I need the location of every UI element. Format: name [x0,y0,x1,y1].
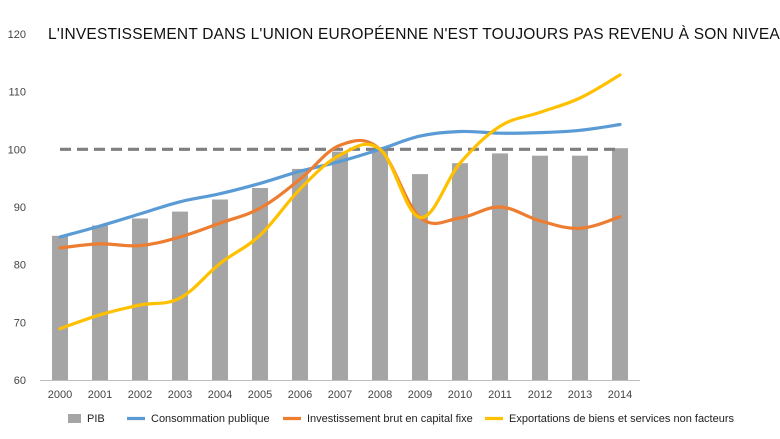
x-tick-label: 2010 [448,389,472,401]
bar-2000 [52,235,68,380]
x-tick-label: 2014 [608,389,632,401]
x-tick-label: 2012 [528,389,552,401]
x-tick-label: 2007 [328,389,352,401]
x-tick-label: 2009 [408,389,432,401]
x-tick-label: 2013 [568,389,592,401]
legend-label: Consommation publique [151,413,270,425]
x-tick-label: 2005 [248,389,272,401]
x-tick-label: 2011 [488,389,512,401]
bar-2001 [92,225,108,380]
x-tick-label: 2003 [168,389,192,401]
lines-layer [58,73,622,331]
x-tick-label: 2004 [208,389,232,401]
bar-2002 [132,218,148,380]
legend-swatch [68,414,81,423]
bar-2009 [412,174,428,380]
legend: PIB Consommation publique Investissement b… [68,413,735,425]
bar-2007 [332,151,348,380]
y-tick-label: 90 [14,202,26,214]
bar-2012 [532,155,548,380]
y-tick-label: 100 [8,144,26,156]
y-tick-label: 80 [14,260,26,272]
bar-2013 [572,155,588,380]
x-tick-label: 2001 [88,389,112,401]
bar-2014 [612,148,628,380]
y-tick-label: 120 [8,29,26,41]
series-line-1 [58,122,622,239]
legend-label: PIB [87,413,105,425]
x-tick-label: 2002 [128,389,152,401]
y-tick-label: 110 [8,87,26,99]
series-line-3 [58,73,622,331]
series-line-2 [58,138,622,250]
chart-title: L'INVESTISSEMENT DANS L'UNION EUROPÉENNE… [48,26,780,43]
axes-layer: 2000 2001 2002 2003 2004 2005 2006 2007 2008 2009… [8,29,640,401]
bar-2004 [212,199,228,380]
bar-2011 [492,153,508,380]
bar-2005 [252,188,268,380]
legend-label: Exportations de biens et services non fa… [509,413,735,425]
y-tick-label: 60 [14,375,26,387]
x-tick-label: 2008 [368,389,392,401]
bars-layer [52,148,628,380]
x-tick-label: 2000 [48,389,72,401]
legend-label: Investissement brut en capital fixe [307,413,473,425]
bar-2010 [452,163,468,380]
bar-2008 [372,149,388,380]
y-tick-label: 70 [14,317,26,329]
bar-2003 [172,211,188,380]
bar-2006 [292,168,308,380]
x-tick-label: 2006 [288,389,312,401]
